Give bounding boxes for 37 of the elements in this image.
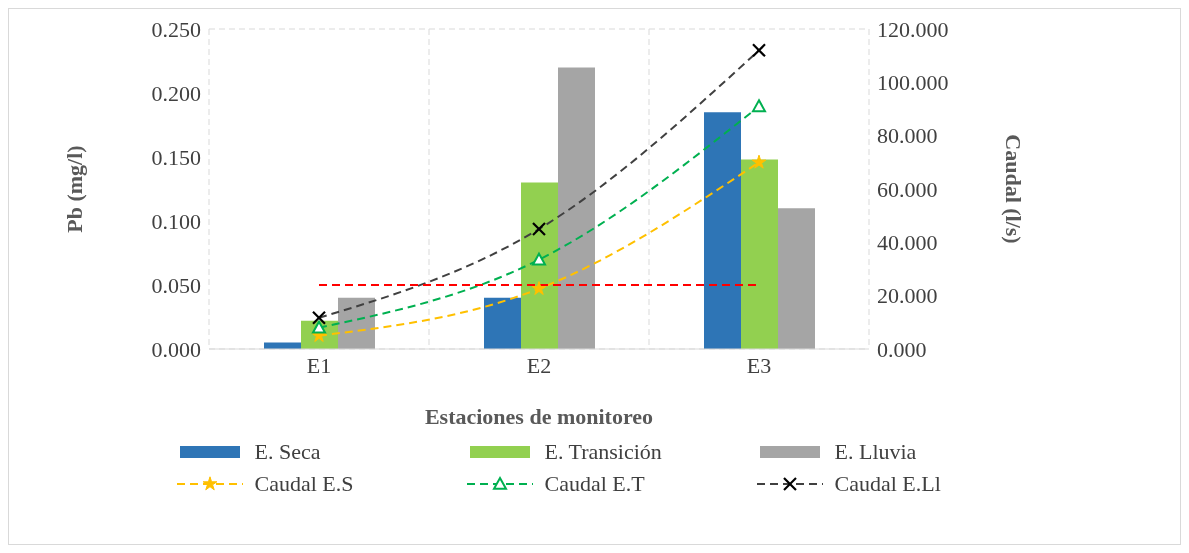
legend-label: E. Lluvia: [834, 439, 917, 465]
point: [752, 99, 766, 113]
y-tick-label: 0.250: [151, 16, 201, 42]
y2-tick-label: 120.000: [877, 16, 949, 42]
legend-label: Caudal E.Ll: [834, 471, 941, 497]
y-tick-label: 0.000: [151, 336, 201, 362]
point: [532, 252, 546, 266]
bar: [741, 159, 778, 349]
bar: [778, 208, 815, 349]
point: [531, 281, 547, 296]
legend-label: Caudal E.S: [254, 471, 354, 497]
x-axis-title: Estaciones de monitoreo: [424, 404, 654, 429]
legend-label: E. Transición: [544, 439, 662, 465]
point: [312, 320, 326, 334]
legend-label: Caudal E.T: [544, 471, 645, 497]
y-tick-label: 0.150: [151, 144, 201, 170]
y-tick-label: 0.100: [151, 208, 201, 234]
x-tick-label: E2: [526, 352, 552, 378]
x-tick-label: E3: [746, 352, 772, 378]
bar: [521, 182, 558, 349]
y2-tick-label: 100.000: [877, 70, 949, 96]
bar: [558, 67, 595, 349]
legend-label: E. Seca: [254, 439, 321, 465]
y2-tick-label: 20.000: [877, 283, 938, 309]
y2-tick-label: 80.000: [877, 123, 938, 149]
y2-tick-label: 60.000: [877, 176, 938, 202]
x-tick-label: E1: [306, 352, 332, 378]
bar: [704, 112, 741, 349]
y2-axis-title: Caudal (l/s): [1001, 134, 1027, 244]
y2-tick-label: 40.000: [877, 230, 938, 256]
y-tick-label: 0.050: [151, 272, 201, 298]
bar: [484, 297, 521, 349]
bar: [338, 297, 375, 349]
y-tick-label: 0.200: [151, 80, 201, 106]
y2-tick-label: 0.000: [877, 336, 927, 362]
y-axis-title: Pb (mg/l): [61, 145, 87, 233]
point: [751, 154, 767, 169]
